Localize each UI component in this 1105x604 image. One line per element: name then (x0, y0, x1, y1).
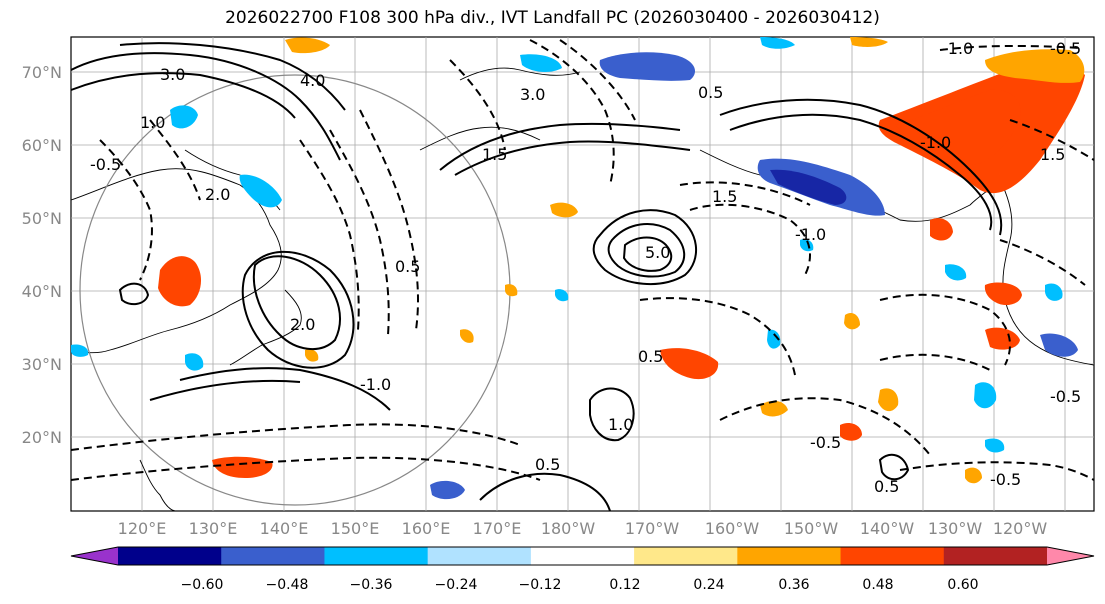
dashed-contours (70, 39, 1095, 481)
colorbar-segment (118, 547, 222, 565)
lon-tick-label: 150°W (784, 519, 839, 538)
lon-tick-label: 130°W (928, 519, 983, 538)
longitude-labels: 120°E 130°E 140°E 150°E 160°E 170°E 180°… (118, 519, 1048, 538)
contour-label: -1.0 (360, 375, 391, 394)
colorbar-tick-label: 0.60 (947, 577, 978, 593)
lon-tick-label: 160°W (705, 519, 760, 538)
contour-label: 1.5 (712, 187, 737, 206)
colorbar-tick-label: 0.48 (862, 577, 893, 593)
lon-tick-label: 120°E (118, 519, 167, 538)
lon-tick-label: 170°W (625, 519, 680, 538)
contour-label: -0.5 (810, 433, 841, 452)
colorbar-tick-label: −0.48 (266, 577, 309, 593)
lon-tick-label: 140°E (260, 519, 309, 538)
contour-label: 1.0 (140, 113, 165, 132)
contour-label: 3.0 (160, 65, 185, 84)
lat-tick-label: 70°N (22, 63, 62, 82)
colorbar-segment (221, 547, 325, 565)
colorbar-tick-label: −0.60 (181, 577, 224, 593)
colorbar-segment (427, 547, 532, 565)
contour-label: 2.0 (205, 185, 230, 204)
chart-title: 2026022700 F108 300 hPa div., IVT Landfa… (225, 8, 880, 28)
colorbar-outline (70, 546, 1095, 566)
contours (70, 42, 1003, 512)
colorbar-tick-label: −0.36 (350, 577, 393, 593)
lon-tick-label: 120°W (993, 519, 1048, 538)
lat-tick-label: 50°N (22, 209, 62, 228)
colorbar-tick-label: 0.24 (693, 577, 724, 593)
contour-label: 0.5 (535, 455, 560, 474)
lon-tick-label: 140°W (860, 519, 915, 538)
lat-tick-label: 60°N (22, 136, 62, 155)
contour-label: -1.0 (795, 225, 826, 244)
colorbar-tick-label: 0.36 (778, 577, 809, 593)
contour-label: 1.0 (608, 415, 633, 434)
contour-label: -1.0 (942, 39, 973, 58)
lon-tick-label: 180°W (541, 519, 596, 538)
lat-tick-label: 30°N (22, 355, 62, 374)
lon-tick-label: 170°E (473, 519, 522, 538)
colorbar-tick-label: 0.12 (609, 577, 640, 593)
contour-label: 4.0 (300, 71, 325, 90)
contour-labels: -1.0 -0.5 1.0 3.0 4.0 3.0 1.5 0.5 1.5 5.… (90, 39, 1081, 496)
contour-label: -1.0 (920, 133, 951, 152)
contour-label: 1.5 (1040, 145, 1065, 164)
contour-label: -0.5 (90, 155, 121, 174)
lon-tick-label: 130°E (189, 519, 238, 538)
colorbar-tick-label: −0.12 (519, 577, 562, 593)
contour-label: 0.5 (698, 83, 723, 102)
lat-tick-label: 40°N (22, 282, 62, 301)
colorbar-segment (943, 547, 1048, 565)
colorbar-segment (634, 547, 738, 565)
colorbar (70, 546, 1095, 566)
lon-tick-label: 150°E (331, 519, 380, 538)
shaded-anomalies (71, 37, 1085, 500)
contour-label: 3.0 (520, 85, 545, 104)
latitude-labels: 70°N 60°N 50°N 40°N 30°N 20°N (22, 63, 62, 447)
colorbar-tick-label: −0.24 (435, 577, 478, 593)
colorbar-segment (737, 547, 842, 565)
lon-tick-label: 160°E (402, 519, 451, 538)
contour-label: 2.0 (290, 315, 315, 334)
contour-label: -0.5 (1050, 387, 1081, 406)
contour-label: 5.0 (645, 243, 670, 262)
contour-label: 0.5 (638, 347, 663, 366)
colorbar-segment (530, 547, 635, 565)
contour-label: 1.5 (482, 145, 507, 164)
colorbar-extend-min (71, 547, 118, 565)
colorbar-extend-max (1047, 547, 1094, 565)
contour-label: 0.5 (874, 477, 899, 496)
lat-tick-label: 20°N (22, 428, 62, 447)
colorbar-segment (324, 547, 429, 565)
contour-label: 0.5 (395, 257, 420, 276)
contour-label: -0.5 (990, 470, 1021, 489)
colorbar-segment (840, 547, 945, 565)
contour-label: -0.5 (1050, 39, 1081, 58)
colorbar-labels: −0.60 −0.48 −0.36 −0.24 −0.12 0.12 0.24 … (181, 577, 979, 593)
